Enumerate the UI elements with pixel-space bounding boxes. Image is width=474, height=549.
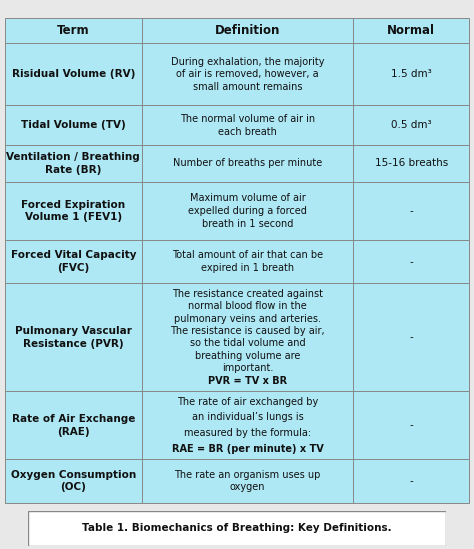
Bar xyxy=(142,145,353,182)
Bar xyxy=(142,182,353,240)
Bar xyxy=(5,43,142,105)
Bar xyxy=(142,240,353,283)
Text: Tidal Volume (TV): Tidal Volume (TV) xyxy=(21,120,126,130)
Bar xyxy=(5,105,142,145)
Bar xyxy=(5,283,142,391)
Text: pulmonary veins and arteries.: pulmonary veins and arteries. xyxy=(174,313,321,324)
Text: PVR = TV x BR: PVR = TV x BR xyxy=(208,376,287,385)
Text: Pulmonary Vascular
Resistance (PVR): Pulmonary Vascular Resistance (PVR) xyxy=(15,326,132,349)
Text: Maximum volume of air
expelled during a forced
breath in 1 second: Maximum volume of air expelled during a … xyxy=(188,193,307,229)
Text: Forced Vital Capacity
(FVC): Forced Vital Capacity (FVC) xyxy=(10,250,136,273)
Text: During exhalation, the majority
of air is removed, however, a
small amount remai: During exhalation, the majority of air i… xyxy=(171,57,324,92)
Text: The rate of air exchanged by: The rate of air exchanged by xyxy=(177,396,318,407)
Bar xyxy=(353,391,469,460)
Bar xyxy=(5,145,142,182)
Text: RAE = BR (per minute) x TV: RAE = BR (per minute) x TV xyxy=(172,444,323,453)
Bar xyxy=(353,283,469,391)
Text: measured by the formula:: measured by the formula: xyxy=(184,428,311,438)
Text: The resistance is caused by air,: The resistance is caused by air, xyxy=(170,326,325,336)
Text: Normal: Normal xyxy=(387,24,435,37)
Text: important.: important. xyxy=(222,363,273,373)
Text: Definition: Definition xyxy=(215,24,280,37)
Text: Total amount of air that can be
expired in 1 breath: Total amount of air that can be expired … xyxy=(172,250,323,273)
Bar xyxy=(353,43,469,105)
Text: The rate an organism uses up
oxygen: The rate an organism uses up oxygen xyxy=(174,469,320,492)
Text: an individual’s lungs is: an individual’s lungs is xyxy=(191,412,303,422)
Text: so the tidal volume and: so the tidal volume and xyxy=(190,338,305,349)
Bar xyxy=(5,182,142,240)
Text: -: - xyxy=(410,332,413,342)
Bar xyxy=(353,182,469,240)
Text: The resistance created against: The resistance created against xyxy=(172,289,323,299)
Bar xyxy=(5,391,142,460)
Text: -: - xyxy=(410,257,413,267)
Bar xyxy=(353,460,469,503)
Text: normal blood flow in the: normal blood flow in the xyxy=(188,301,307,311)
Text: 1.5 dm³: 1.5 dm³ xyxy=(391,70,431,80)
Text: -: - xyxy=(410,206,413,216)
Text: Risidual Volume (RV): Risidual Volume (RV) xyxy=(11,70,135,80)
Text: Forced Expiration
Volume 1 (FEV1): Forced Expiration Volume 1 (FEV1) xyxy=(21,200,125,222)
Bar xyxy=(142,391,353,460)
Bar xyxy=(5,240,142,283)
Bar xyxy=(142,283,353,391)
Bar xyxy=(142,105,353,145)
Text: 0.5 dm³: 0.5 dm³ xyxy=(391,120,431,130)
Bar xyxy=(5,18,142,43)
Text: 15-16 breaths: 15-16 breaths xyxy=(374,159,448,169)
Bar xyxy=(353,145,469,182)
Text: Number of breaths per minute: Number of breaths per minute xyxy=(173,159,322,169)
Bar xyxy=(142,43,353,105)
Bar xyxy=(353,240,469,283)
Text: Ventilation / Breathing
Rate (BR): Ventilation / Breathing Rate (BR) xyxy=(6,152,140,175)
Text: Oxygen Consumption
(OC): Oxygen Consumption (OC) xyxy=(10,469,136,492)
Bar xyxy=(5,460,142,503)
Bar xyxy=(142,460,353,503)
Text: Table 1. Biomechanics of Breathing: Key Definitions.: Table 1. Biomechanics of Breathing: Key … xyxy=(82,523,392,534)
Bar xyxy=(353,105,469,145)
Bar xyxy=(353,18,469,43)
Text: Term: Term xyxy=(57,24,90,37)
Text: The normal volume of air in
each breath: The normal volume of air in each breath xyxy=(180,114,315,137)
Text: breathing volume are: breathing volume are xyxy=(195,351,300,361)
Text: Rate of Air Exchange
(RAE): Rate of Air Exchange (RAE) xyxy=(11,414,135,436)
Text: -: - xyxy=(410,476,413,486)
Text: -: - xyxy=(410,420,413,430)
Bar xyxy=(142,18,353,43)
